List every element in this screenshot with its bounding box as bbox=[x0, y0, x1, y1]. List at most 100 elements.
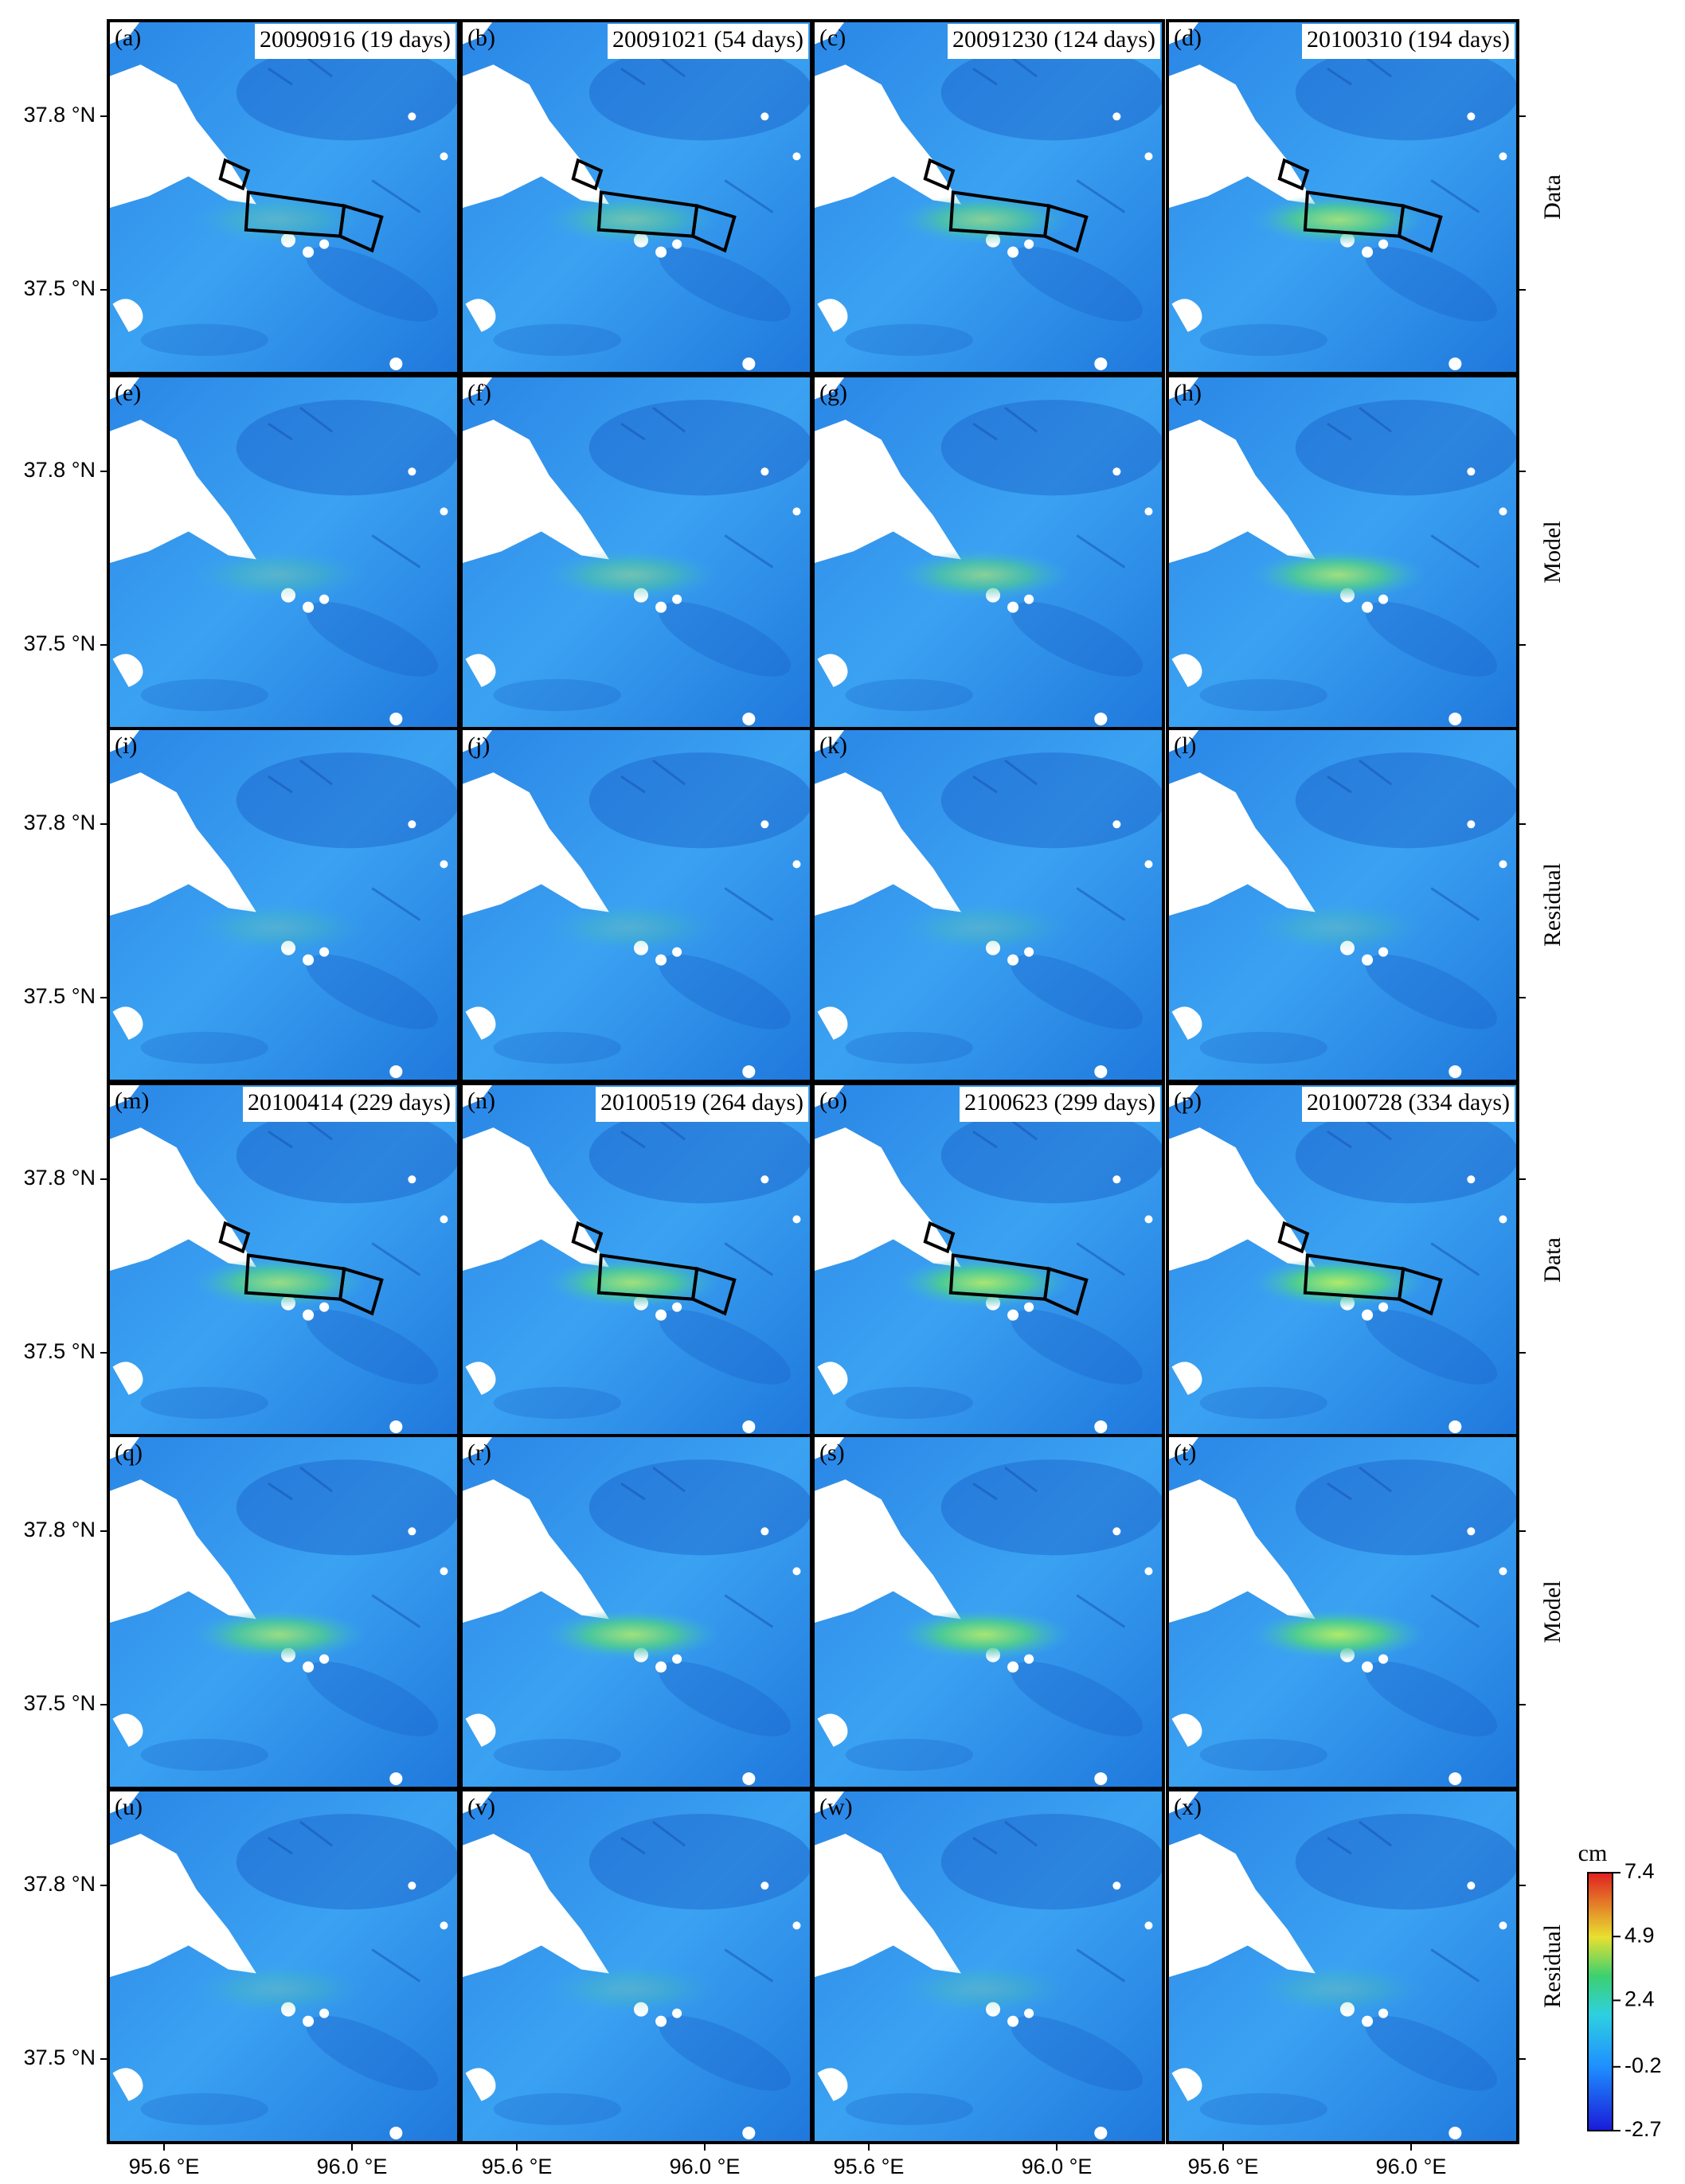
y-tick-label: 37.8 °N bbox=[24, 1518, 96, 1541]
y-tick-label: 37.5 °N bbox=[24, 1691, 96, 1715]
panel-frame bbox=[1166, 1788, 1519, 2144]
colorbar-ramp bbox=[1587, 1872, 1613, 2131]
title-background bbox=[608, 24, 808, 59]
panel-label: (k) bbox=[819, 733, 847, 759]
row-label: Data bbox=[1539, 174, 1566, 220]
deformation-patch bbox=[545, 902, 720, 953]
panel-label: (m) bbox=[115, 1088, 149, 1114]
map-panel: (m) 20100414 (229 days) 37.8 °N 37.5 °N bbox=[24, 1082, 460, 1438]
deformation-patch bbox=[545, 549, 720, 600]
y-tick-label: 37.8 °N bbox=[24, 1872, 96, 1896]
panel-title: 20091021 (54 days) bbox=[612, 26, 803, 53]
row-label: Model bbox=[1539, 1580, 1566, 1643]
title-background bbox=[948, 24, 1160, 59]
deformation-patch bbox=[897, 1609, 1072, 1660]
panel-label: (e) bbox=[115, 380, 141, 406]
panel-label: (i) bbox=[115, 733, 137, 759]
colorbar-unit: cm bbox=[1578, 1840, 1608, 1866]
panel-label: (t) bbox=[1174, 1440, 1196, 1466]
map-panel: (q) 37.8 °N 37.5 °N bbox=[24, 1434, 460, 1790]
title-background bbox=[1302, 24, 1515, 59]
x-tick-label: 96.0 °E bbox=[1022, 2155, 1093, 2178]
panel-label: (g) bbox=[819, 380, 847, 406]
panel-label: (v) bbox=[467, 1794, 495, 1820]
map-panel: (n) 20100519 (264 days) bbox=[459, 1082, 813, 1438]
x-tick-label: 95.6 °E bbox=[482, 2155, 553, 2178]
deformation-patch bbox=[192, 902, 367, 953]
title-background bbox=[960, 1087, 1160, 1122]
map-panel: (w) 95.6 °E 96.0 °E bbox=[811, 1788, 1165, 2178]
y-tick-label: 37.5 °N bbox=[24, 984, 96, 1008]
map-panel: (k) bbox=[811, 727, 1165, 1083]
deformation-patch bbox=[1251, 1257, 1426, 1308]
title-background bbox=[243, 1087, 455, 1122]
panel-label: (w) bbox=[819, 1794, 853, 1820]
panel-label: (r) bbox=[467, 1440, 491, 1466]
row-label: Data bbox=[1539, 1237, 1566, 1283]
map-panel: (e) 37.8 °N 37.5 °N bbox=[24, 374, 460, 730]
deformation-patch bbox=[897, 1963, 1072, 2014]
deformation-patch bbox=[192, 1609, 367, 1660]
panel-grid: (a) 20090916 (19 days) 37.8 °N 37.5 °N (b) 20… bbox=[24, 19, 1566, 2178]
row-label: Residual bbox=[1539, 863, 1566, 947]
panel-label: (u) bbox=[115, 1794, 143, 1820]
x-tick-label: 95.6 °E bbox=[1188, 2155, 1259, 2178]
map-panel: (x) 95.6 °E 96.0 °E bbox=[1166, 1788, 1526, 2178]
panel-label: (x) bbox=[1174, 1794, 1202, 1820]
deformation-patch bbox=[192, 1963, 367, 2014]
panel-label: (n) bbox=[467, 1088, 495, 1114]
y-tick-label: 37.8 °N bbox=[24, 1166, 96, 1190]
map-panel: (u) 37.8 °N 37.5 °N 95.6 °E 96.0 °E bbox=[24, 1788, 460, 2178]
panel-title: 20090916 (19 days) bbox=[260, 26, 451, 53]
panel-title: 20091230 (124 days) bbox=[952, 26, 1155, 53]
x-tick-label: 95.6 °E bbox=[834, 2155, 905, 2178]
map-panel: (s) bbox=[811, 1434, 1165, 1790]
panel-label: (d) bbox=[1174, 25, 1202, 51]
y-tick-label: 37.8 °N bbox=[24, 458, 96, 482]
y-tick-label: 37.5 °N bbox=[24, 276, 96, 300]
map-panel: (p) 20100728 (334 days) bbox=[1166, 1082, 1526, 1438]
deformation-patch bbox=[192, 1257, 367, 1308]
panel-title: 20100310 (194 days) bbox=[1307, 26, 1510, 53]
deformation-patch bbox=[1251, 1963, 1426, 2014]
x-tick-label: 95.6 °E bbox=[129, 2155, 200, 2178]
map-panel: (d) 20100310 (194 days) bbox=[1166, 19, 1526, 375]
x-tick-label: 96.0 °E bbox=[670, 2155, 741, 2178]
panel-label: (s) bbox=[819, 1440, 845, 1466]
colorbar-tick-label: 2.4 bbox=[1624, 1987, 1655, 2011]
panel-label: (o) bbox=[819, 1088, 847, 1114]
panel-title: 2100623 (299 days) bbox=[964, 1089, 1155, 1115]
map-panel: (t) bbox=[1166, 1434, 1526, 1790]
deformation-patch bbox=[192, 549, 367, 600]
y-tick-label: 37.8 °N bbox=[24, 103, 96, 127]
panel-frame bbox=[107, 19, 460, 375]
x-tick-label: 96.0 °E bbox=[1376, 2155, 1447, 2178]
y-tick-label: 37.5 °N bbox=[24, 2045, 96, 2069]
panel-label: (l) bbox=[1174, 733, 1196, 759]
colorbar-tick-label: -0.2 bbox=[1624, 2053, 1662, 2077]
panel-frame bbox=[1166, 19, 1519, 375]
panel-label: (h) bbox=[1174, 380, 1202, 406]
panel-label: (q) bbox=[115, 1440, 143, 1466]
map-panel: (h) bbox=[1166, 374, 1526, 730]
deformation-patch bbox=[1251, 549, 1426, 600]
map-panel: (a) 20090916 (19 days) 37.8 °N 37.5 °N bbox=[24, 19, 460, 375]
colorbar-tick-label: 7.4 bbox=[1624, 1859, 1655, 1883]
y-tick-label: 37.5 °N bbox=[24, 631, 96, 655]
deformation-patch bbox=[545, 1257, 720, 1308]
deformation-patch bbox=[897, 902, 1072, 953]
map-panel: (l) bbox=[1166, 727, 1526, 1083]
panel-title: 20100519 (264 days) bbox=[600, 1089, 803, 1115]
panel-title: 20100414 (229 days) bbox=[248, 1089, 451, 1115]
map-panel: (b) 20091021 (54 days) bbox=[459, 19, 813, 375]
panel-label: (c) bbox=[819, 25, 846, 51]
colorbar-tick-label: -2.7 bbox=[1624, 2117, 1662, 2141]
map-panel: (j) bbox=[459, 727, 813, 1083]
map-panel: (g) bbox=[811, 374, 1165, 730]
row-label: Model bbox=[1539, 521, 1566, 583]
panel-frame bbox=[811, 1788, 1165, 2144]
y-tick-label: 37.8 °N bbox=[24, 811, 96, 834]
panel-label: (b) bbox=[467, 25, 495, 51]
